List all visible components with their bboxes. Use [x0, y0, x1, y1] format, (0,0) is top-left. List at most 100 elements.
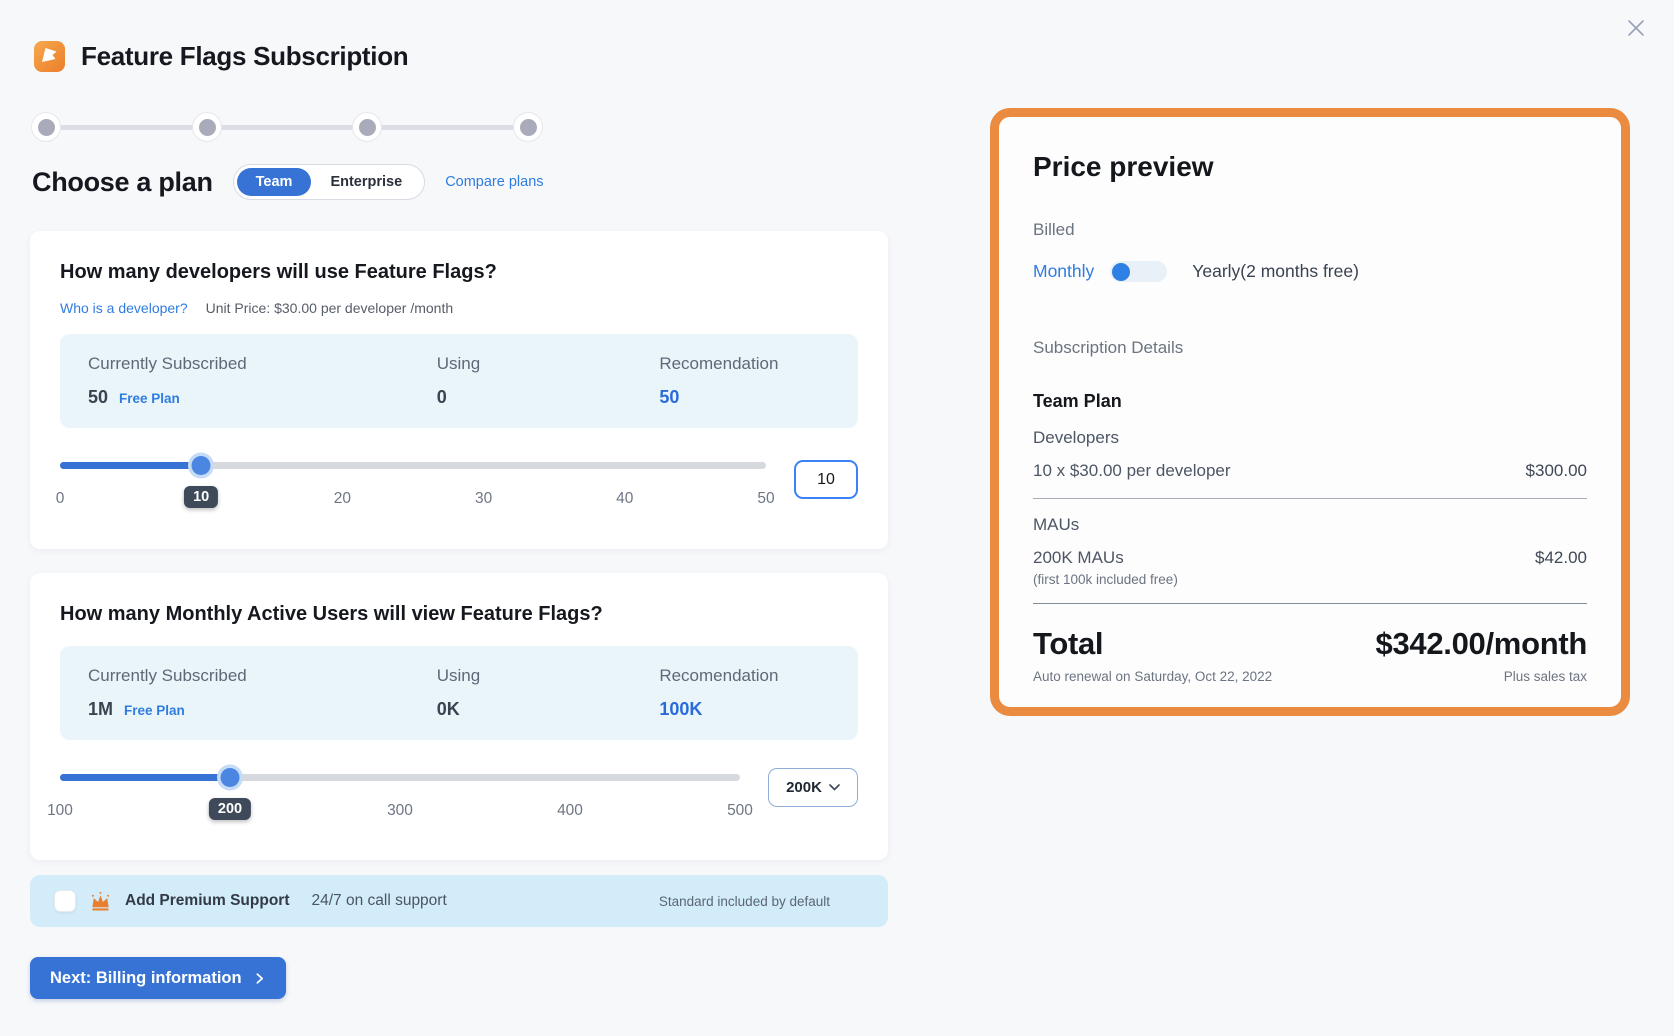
tick-label: 100 [47, 802, 73, 819]
plan-name: Team Plan [1033, 391, 1122, 411]
free-plan-badge[interactable]: Free Plan [124, 703, 185, 718]
tick-label: 400 [557, 802, 583, 819]
using-value: 0 [436, 387, 447, 407]
tick-label: 500 [727, 802, 753, 819]
premium-support-title: Add Premium Support [125, 892, 290, 909]
developers-slider-track[interactable] [60, 462, 766, 469]
column-header-using: Using [436, 666, 481, 685]
free-plan-badge[interactable]: Free Plan [119, 391, 180, 406]
developers-slider-fill [60, 462, 202, 469]
tick-label: 30 [474, 490, 493, 507]
premium-support-row: Add Premium Support 24/7 on call support… [30, 875, 888, 927]
renewal-note: Auto renewal on Saturday, Oct 22, 2022 [1033, 669, 1273, 684]
maus-note: (first 100k included free) [1033, 572, 1178, 587]
column-header-recommendation: Recomendation [659, 354, 779, 373]
stepper-dot-4[interactable] [514, 113, 542, 141]
mau-card: How many Monthly Active Users will view … [30, 573, 888, 860]
billing-yearly-label[interactable]: Yearly(2 months free) [1192, 261, 1359, 281]
mau-slider-fill [60, 774, 230, 781]
next-billing-button-label: Next: Billing information [50, 968, 242, 987]
column-header-subscribed: Currently Subscribed [88, 354, 247, 373]
unit-price-text: Unit Price: $30.00 per developer /month [205, 300, 454, 316]
choose-plan-heading: Choose a plan [32, 166, 213, 197]
billing-period-switch[interactable] [1110, 261, 1168, 282]
subscribed-cell: 50 Free Plan [88, 387, 437, 408]
feature-flags-logo-icon [34, 41, 65, 72]
maus-price-line: 200K MAUs $42.00 [1033, 548, 1587, 568]
compare-plans-link[interactable]: Compare plans [445, 174, 544, 190]
close-icon[interactable] [1624, 16, 1648, 40]
subscribed-value: 1M [88, 699, 114, 719]
chevron-right-icon [256, 972, 263, 984]
divider [1033, 603, 1587, 604]
progress-stepper [32, 113, 542, 141]
tick-label: 40 [616, 490, 634, 507]
total-row: Total $342.00/month [1033, 626, 1587, 662]
who-is-developer-link[interactable]: Who is a developer? [60, 300, 188, 316]
developers-count-input[interactable] [794, 460, 858, 499]
tax-note: Plus sales tax [1503, 669, 1587, 684]
developers-section-label: Developers [1033, 428, 1119, 447]
maus-section-label: MAUs [1033, 515, 1080, 534]
stepper-line [44, 125, 530, 130]
plan-toggle-team[interactable]: Team [236, 168, 312, 196]
developers-price-line: 10 x $30.00 per developer $300.00 [1033, 461, 1587, 481]
header: Feature Flags Subscription [33, 40, 409, 73]
billing-toggle-row: Monthly Yearly(2 months free) [1033, 261, 1587, 282]
total-amount: $342.00/month [1375, 626, 1588, 661]
total-footnotes: Auto renewal on Saturday, Oct 22, 2022 P… [1033, 669, 1587, 684]
developers-links-row: Who is a developer? Unit Price: $30.00 p… [60, 300, 858, 316]
mau-usage-table: Currently Subscribed Using Recomendation… [60, 646, 858, 740]
mau-slider: 100 200 300 400 500 [47, 768, 753, 830]
subscription-details-label: Subscription Details [1033, 338, 1184, 357]
premium-support-subtitle: 24/7 on call support [311, 892, 447, 909]
maus-amount: $42.00 [1535, 548, 1587, 567]
premium-support-checkbox[interactable] [54, 890, 76, 912]
developers-slider-ticks: 0 10 20 30 40 50 [56, 484, 775, 518]
mau-slider-ticks: 100 200 300 400 500 [47, 796, 753, 830]
mau-select-value: 200K [786, 779, 822, 796]
stepper-dot-1[interactable] [32, 113, 60, 141]
recommendation-value: 50 [659, 387, 680, 407]
plan-toggle-enterprise[interactable]: Enterprise [330, 174, 403, 190]
using-value: 0K [436, 699, 460, 719]
chevron-down-icon [829, 784, 840, 791]
divider [1033, 498, 1587, 499]
mau-slider-handle[interactable] [220, 768, 240, 787]
developers-slider-row: 0 10 20 30 40 50 [56, 456, 858, 518]
billed-label: Billed [1033, 220, 1075, 239]
next-billing-button[interactable]: Next: Billing information [30, 957, 286, 999]
developers-usage-table: Currently Subscribed Using Recomendation… [60, 334, 858, 428]
total-label: Total [1033, 626, 1104, 661]
price-preview-title: Price preview [1033, 151, 1214, 182]
developers-card: How many developers will use Feature Fla… [30, 231, 888, 549]
mau-count-select[interactable]: 200K [768, 768, 858, 807]
column-header-recommendation: Recomendation [659, 666, 779, 685]
developers-line-text: 10 x $30.00 per developer [1033, 461, 1231, 480]
mau-slider-track[interactable] [60, 774, 740, 781]
tick-label: 0 [55, 490, 65, 507]
tick-label: 50 [757, 490, 775, 507]
stepper-dot-2[interactable] [193, 113, 221, 141]
developers-card-title: How many developers will use Feature Fla… [60, 261, 497, 283]
plan-selector-row: Choose a plan Team Enterprise Compare pl… [32, 164, 544, 200]
switch-knob [1112, 262, 1131, 281]
recommendation-value: 100K [659, 699, 703, 719]
page-title: Feature Flags Subscription [81, 41, 409, 71]
plan-toggle: Team Enterprise [232, 164, 426, 200]
stepper-dot-3[interactable] [353, 113, 381, 141]
column-header-subscribed: Currently Subscribed [88, 666, 247, 685]
tick-label: 20 [333, 490, 352, 507]
column-header-using: Using [436, 354, 481, 373]
developers-slider-handle[interactable] [191, 456, 211, 475]
slider-value-tooltip: 10 [184, 486, 219, 508]
tick-label: 300 [387, 802, 413, 819]
price-preview-panel: Price preview Billed Monthly Yearly(2 mo… [990, 108, 1630, 716]
developers-slider: 0 10 20 30 40 50 [56, 456, 775, 518]
subscribed-value: 50 [88, 387, 109, 407]
billing-monthly-label[interactable]: Monthly [1033, 261, 1095, 281]
maus-line-text: 200K MAUs [1033, 548, 1124, 567]
mau-slider-row: 100 200 300 400 500 200K [47, 768, 858, 830]
crown-icon [91, 891, 110, 911]
